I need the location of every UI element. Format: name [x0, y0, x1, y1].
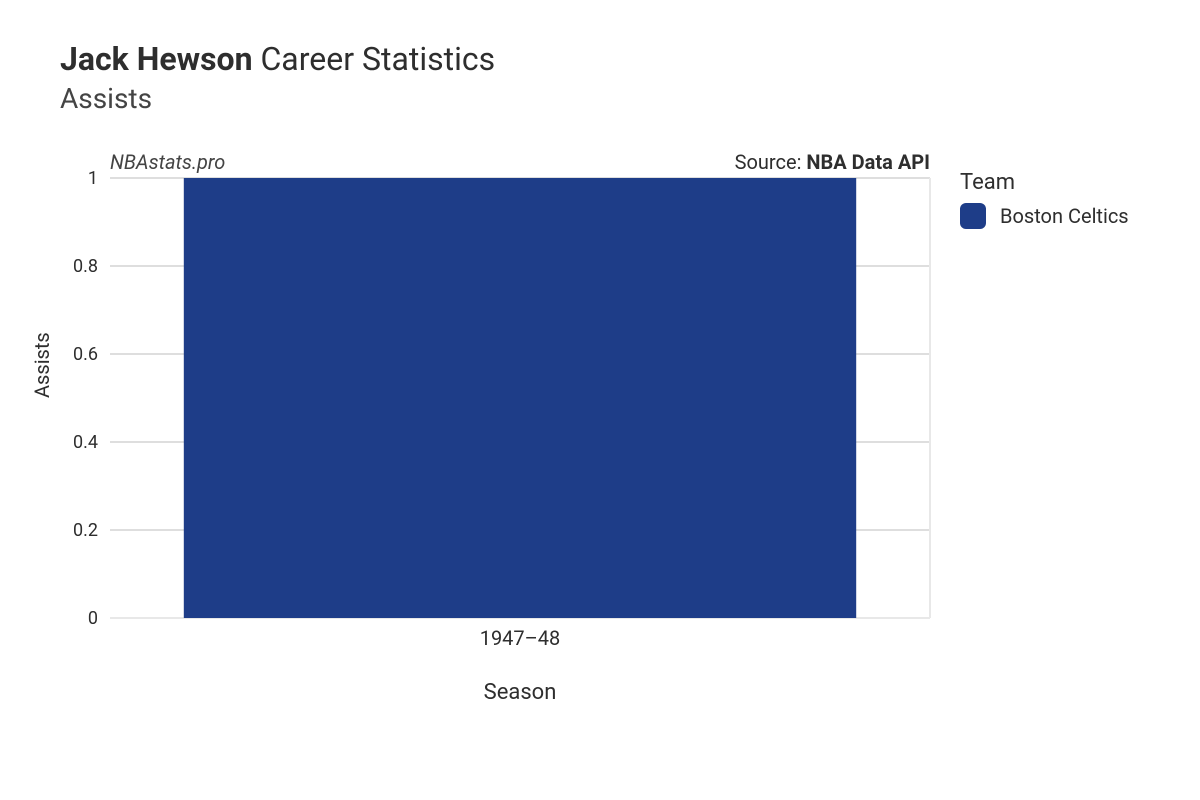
bar [184, 178, 856, 618]
svg-text:0.6: 0.6 [73, 344, 98, 365]
x-axis-label: Season [110, 680, 930, 705]
chart-container: Jack Hewson Career Statistics Assists NB… [0, 0, 1200, 800]
page-subtitle: Assists [60, 82, 1140, 115]
svg-text:1: 1 [88, 168, 98, 189]
annotation-source: Source: NBA Data API [735, 150, 930, 174]
page-title: Jack Hewson Career Statistics [60, 40, 1140, 78]
annotation-row: NBAstats.pro Source: NBA Data API [110, 150, 930, 174]
x-tick-label: 1947–48 [110, 626, 930, 650]
annotation-source-name: NBA Data API [806, 150, 930, 174]
annotation-source-prefix: Source: [735, 150, 807, 174]
svg-text:0.8: 0.8 [73, 256, 98, 277]
plot-area: 00.20.40.60.81 [110, 178, 930, 618]
svg-text:0: 0 [88, 608, 98, 629]
y-axis-label: Assists [30, 332, 54, 398]
title-rest: Career Statistics [253, 40, 496, 78]
title-player-name: Jack Hewson [60, 40, 253, 78]
legend-item-label: Boston Celtics [1000, 204, 1129, 228]
svg-text:0.2: 0.2 [73, 520, 98, 541]
legend-item: Boston Celtics [960, 203, 1180, 229]
bar-chart-svg: 00.20.40.60.81 [110, 178, 930, 618]
legend-swatch [960, 203, 986, 229]
legend: Team Boston Celtics [960, 170, 1180, 229]
svg-text:0.4: 0.4 [73, 432, 98, 453]
legend-title: Team [960, 170, 1180, 195]
annotation-site: NBAstats.pro [110, 150, 225, 174]
